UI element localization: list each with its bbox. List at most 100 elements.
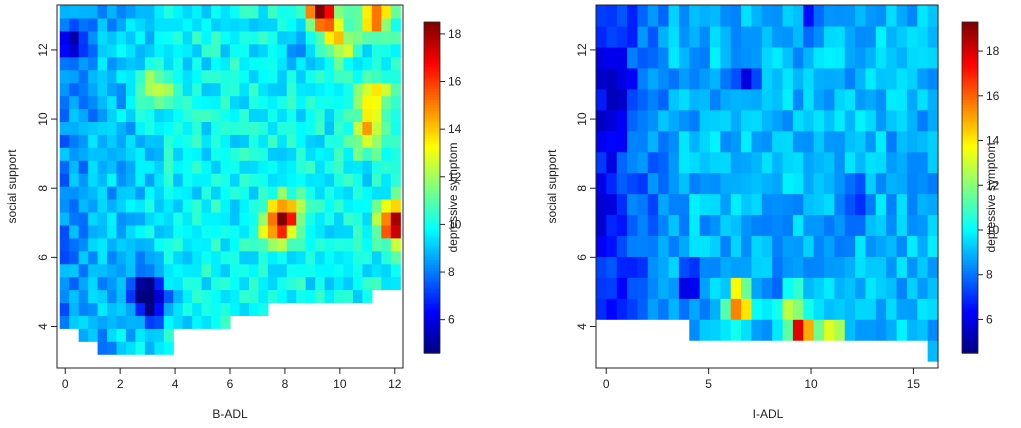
heatmap-cell: [710, 130, 721, 153]
heatmap-cell: [647, 151, 659, 174]
heatmap-cell: [154, 95, 165, 110]
heatmap-cell: [824, 67, 835, 90]
colorbar-segment: [962, 113, 978, 117]
heatmap-cell: [116, 108, 127, 122]
heatmap-cell: [606, 67, 618, 90]
heatmap-cell: [381, 224, 392, 239]
heatmap-cell: [678, 5, 690, 27]
heatmap-cell: [230, 121, 241, 135]
heatmap-cell: [390, 56, 401, 71]
heatmap-cell: [886, 214, 898, 237]
heatmap-cell: [324, 160, 335, 174]
heatmap-cell: [305, 30, 316, 45]
heatmap-cell: [315, 121, 326, 135]
heatmap-cell: [875, 151, 887, 174]
heatmap-cell: [927, 151, 939, 174]
colorbar-segment: [962, 38, 978, 43]
heatmap-cell: [97, 121, 108, 135]
heatmap-cell: [730, 25, 742, 48]
heatmap-cell: [116, 250, 127, 265]
heatmap-cell: [782, 130, 794, 153]
heatmap-cell: [211, 289, 222, 304]
heatmap-cell: [668, 277, 680, 299]
heatmap-cell: [730, 256, 742, 278]
heatmap-cell: [192, 160, 203, 174]
heatmap-cell: [637, 67, 649, 90]
heatmap-cell: [78, 108, 89, 122]
heatmap-cell: [107, 134, 118, 148]
y-tick-label: 8: [575, 185, 589, 192]
heatmap-cell: [201, 17, 212, 32]
heatmap-cells: [596, 5, 939, 362]
heatmap-cell: [107, 121, 118, 135]
heatmap-cell: [896, 256, 908, 278]
heatmap-cell: [334, 121, 345, 135]
colorbar-segment: [962, 278, 978, 282]
heatmap-cell: [792, 130, 804, 153]
heatmap-cell: [906, 88, 918, 111]
heatmap-cell: [78, 69, 89, 84]
heatmap-cell: [211, 17, 222, 32]
heatmap-cell: [371, 5, 382, 19]
heatmap-cell: [315, 147, 326, 161]
heatmap-cell: [647, 67, 659, 90]
heatmap-cell: [381, 82, 392, 97]
heatmap-cell: [125, 160, 137, 174]
colorbar-segment: [962, 220, 978, 225]
heatmap-cell: [107, 95, 118, 110]
heatmap-cell: [637, 298, 649, 320]
heatmap-cell: [720, 214, 732, 237]
heatmap-cell: [59, 276, 70, 291]
colorbar-segment: [424, 49, 440, 54]
heatmap-cell: [296, 250, 307, 265]
heatmap-cell: [343, 82, 354, 97]
colorbar-segment: [962, 79, 978, 84]
colorbar-segment: [962, 248, 978, 252]
heatmap-cell: [813, 67, 825, 90]
heatmap-cell: [239, 147, 250, 161]
heatmap-cell: [627, 277, 639, 299]
heatmap-cell: [135, 95, 146, 110]
heatmap-cell: [267, 82, 278, 97]
heatmap-cell: [305, 69, 316, 84]
heatmap-cell: [125, 186, 137, 200]
heatmap-cell: [230, 276, 241, 291]
heatmap-cell: [371, 263, 382, 278]
heatmap-cell: [69, 108, 80, 122]
heatmap-cell: [637, 172, 649, 195]
heatmap-cell: [371, 186, 382, 200]
heatmap-cell: [751, 25, 763, 48]
heatmap-cell: [239, 108, 250, 122]
heatmap-cell: [390, 276, 401, 291]
heatmap-cell: [627, 256, 639, 278]
heatmap-cell: [107, 211, 118, 226]
heatmap-cell: [865, 172, 877, 195]
heatmap-cell: [220, 56, 231, 71]
heatmap-cell: [334, 289, 345, 304]
colorbar-segment: [962, 101, 978, 106]
heatmap-cell: [647, 25, 659, 48]
heatmap-cell: [315, 289, 326, 304]
heatmap-cell: [390, 69, 401, 84]
heatmap-cell: [182, 17, 193, 32]
heatmap-cell: [258, 186, 269, 200]
heatmap-cell: [144, 237, 155, 252]
heatmap-cell: [324, 69, 335, 84]
heatmap-cell: [647, 5, 659, 27]
colorbar-segment: [424, 267, 440, 271]
heatmap-cell: [163, 328, 174, 342]
heatmap-cell: [927, 298, 939, 320]
heatmap-cell: [710, 214, 721, 237]
heatmap-cell: [230, 30, 241, 45]
heatmap-cell: [135, 108, 146, 122]
heatmap-cell: [761, 88, 773, 111]
heatmap-cell: [173, 211, 184, 226]
colorbar-segment: [962, 176, 978, 180]
heatmap-cell: [69, 147, 80, 161]
heatmap-cell: [267, 198, 278, 213]
colorbar-segment: [962, 30, 978, 34]
heatmap-cell: [596, 67, 607, 90]
heatmap-cell: [886, 67, 898, 90]
colorbar-segment: [962, 115, 978, 120]
heatmap-cell: [154, 211, 165, 226]
